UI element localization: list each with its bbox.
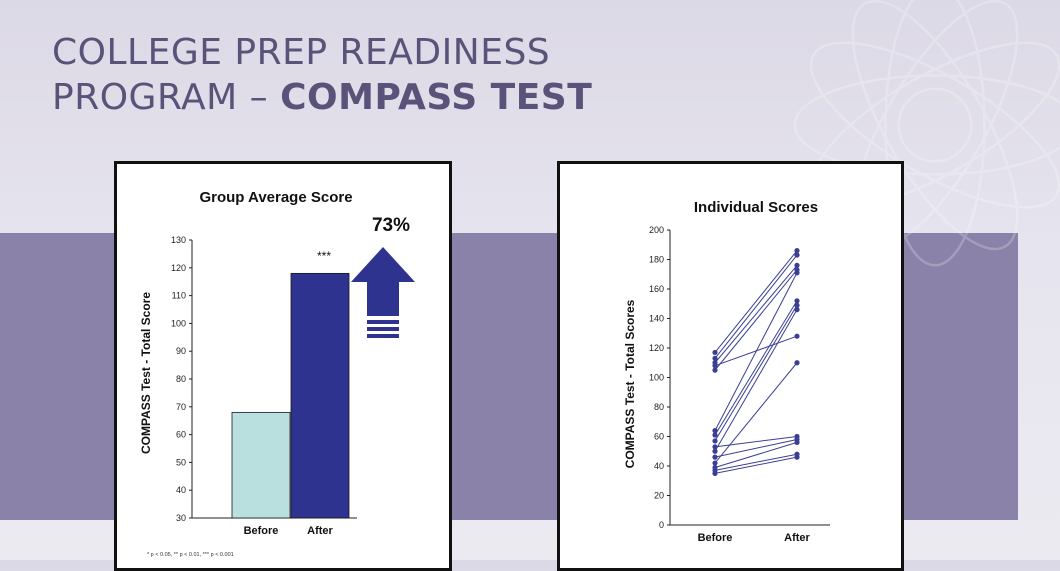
data-point-after xyxy=(794,454,800,460)
significance-footnote: * p < 0.05, ** p < 0.01, *** p < 0.001 xyxy=(147,552,234,558)
series-line xyxy=(714,456,798,474)
y-tick-label: 120 xyxy=(171,263,186,273)
y-tick-label: 80 xyxy=(654,402,664,412)
data-point-before xyxy=(712,470,718,476)
group-average-chart: Group Average Score COMPASS Test - Total… xyxy=(139,189,415,558)
series-line xyxy=(714,304,798,442)
data-point-before xyxy=(712,432,718,438)
data-point-after xyxy=(794,302,800,308)
y-tick-label: 110 xyxy=(172,291,186,301)
y-tick-label: 70 xyxy=(176,402,186,412)
data-point-after xyxy=(794,307,800,313)
bar-before xyxy=(231,411,291,519)
y-tick-label: 0 xyxy=(659,520,664,530)
series-line xyxy=(714,269,798,371)
y-tick-label: 90 xyxy=(176,346,186,356)
y-tick-label: 20 xyxy=(654,491,664,501)
y-tick-label: 180 xyxy=(649,255,664,265)
data-point-after xyxy=(794,333,800,339)
x-category-label: After xyxy=(784,532,810,544)
up-arrow-icon xyxy=(351,247,415,338)
title-line-2-regular: PROGRAM – xyxy=(52,77,281,118)
x-category-label: After xyxy=(307,525,333,537)
series-line xyxy=(714,254,798,359)
data-point-before xyxy=(712,367,718,373)
y-tick-label: 40 xyxy=(654,461,664,471)
title-line-1: COLLEGE PREP READINESS xyxy=(52,32,551,73)
subject-series xyxy=(712,307,800,454)
subject-series xyxy=(712,248,800,356)
subject-series xyxy=(712,252,800,361)
y-tick-label: 140 xyxy=(649,314,664,324)
series-line xyxy=(714,453,798,471)
individual-scores-chart: Individual Scores COMPASS Test - Total S… xyxy=(623,199,830,544)
subject-series xyxy=(712,262,800,366)
data-point-after xyxy=(794,262,800,268)
significance-label: *** xyxy=(317,249,331,263)
data-point-after xyxy=(794,252,800,258)
slide-title: COLLEGE PREP READINESS PROGRAM – COMPASS… xyxy=(52,30,592,120)
y-tick-label: 120 xyxy=(649,343,664,353)
series-line xyxy=(714,362,798,464)
subject-series xyxy=(712,267,800,373)
data-point-before xyxy=(712,355,718,361)
series-line xyxy=(714,438,798,458)
data-point-before xyxy=(712,448,718,454)
y-tick-label: 200 xyxy=(649,225,664,235)
data-point-before xyxy=(712,349,718,356)
y-axis-label: COMPASS Test - Total Score xyxy=(139,292,153,454)
data-point-after xyxy=(794,248,800,254)
chart-title: Individual Scores xyxy=(694,199,818,216)
subject-series xyxy=(712,454,800,476)
subject-series xyxy=(712,302,800,444)
data-point-before xyxy=(712,460,718,466)
series-line xyxy=(714,436,798,448)
series-line xyxy=(714,250,798,353)
data-point-before xyxy=(712,363,718,369)
series-line xyxy=(714,441,798,468)
data-point-before xyxy=(712,428,718,434)
individual-scores-chart-panel: Individual Scores COMPASS Test - Total S… xyxy=(557,161,904,571)
y-tick-label: 40 xyxy=(176,485,186,495)
y-tick-label: 60 xyxy=(654,432,664,442)
data-point-after xyxy=(794,298,800,304)
data-point-after xyxy=(794,439,800,445)
subject-series xyxy=(712,270,800,434)
subject-series xyxy=(712,298,800,438)
title-line-2-bold: COMPASS TEST xyxy=(280,77,593,118)
y-tick-label: 160 xyxy=(649,284,664,294)
y-tick-label: 60 xyxy=(176,430,186,440)
series-line xyxy=(714,300,798,436)
y-tick-label: 80 xyxy=(176,374,186,384)
improvement-label: 73% xyxy=(372,215,410,236)
group-average-chart-panel: Group Average Score COMPASS Test - Total… xyxy=(114,161,452,571)
data-point-after xyxy=(794,270,800,276)
data-point-before xyxy=(712,438,718,444)
y-tick-label: 30 xyxy=(176,513,186,523)
series-line xyxy=(714,272,798,431)
subject-series xyxy=(712,360,800,466)
series-line xyxy=(714,309,798,452)
y-tick-label: 100 xyxy=(649,373,664,383)
bar-after xyxy=(290,272,350,519)
data-point-before xyxy=(712,454,718,460)
y-tick-label: 50 xyxy=(176,457,186,467)
y-tick-label: 130 xyxy=(171,235,186,245)
x-category-label: Before xyxy=(244,525,279,537)
y-axis-label: COMPASS Test - Total Scores xyxy=(623,299,637,468)
y-tick-label: 100 xyxy=(171,318,186,328)
data-point-after xyxy=(794,360,800,366)
chart-title: Group Average Score xyxy=(199,189,352,206)
series-line xyxy=(714,265,798,364)
x-category-label: Before xyxy=(698,532,733,544)
